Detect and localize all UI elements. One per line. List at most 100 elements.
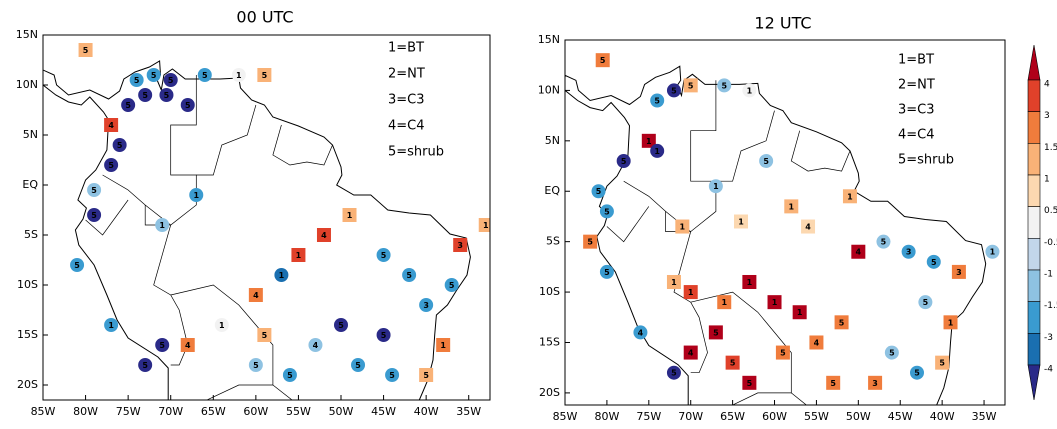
legend-entry: 1=BT	[388, 41, 424, 56]
station-class: 5	[839, 318, 845, 327]
station-class: 5	[381, 251, 387, 260]
border	[623, 80, 717, 233]
station: 5	[583, 234, 598, 249]
x-tick-label: 50W	[846, 410, 871, 423]
station: 5	[257, 328, 272, 342]
station-class: 5	[125, 101, 131, 110]
station-class: 5	[780, 349, 786, 358]
station-class: 3	[457, 241, 463, 250]
station-marker	[351, 358, 366, 372]
station-class: 3	[906, 248, 912, 257]
colorbar-extend-bottom	[1027, 364, 1041, 401]
station-class: 1	[713, 182, 719, 191]
station: 5	[87, 183, 102, 197]
station-class: 3	[956, 268, 962, 277]
station: 5	[725, 355, 740, 370]
y-tick-label: 5N	[23, 128, 38, 141]
colorbar-band	[1027, 111, 1041, 144]
colorbar-label: 1	[1044, 175, 1050, 185]
station-marker	[725, 355, 740, 370]
station-marker	[985, 244, 1000, 259]
station-marker	[231, 68, 246, 82]
station-marker	[666, 365, 681, 380]
colorbar-label: 3	[1044, 111, 1050, 121]
legend-entry: 5=shrub	[898, 153, 954, 168]
station: 5	[666, 365, 681, 380]
station-marker	[376, 328, 391, 342]
station-class: 1	[847, 192, 853, 201]
station-marker	[453, 238, 468, 252]
legend-entry: 3=C3	[898, 103, 935, 118]
station-marker	[717, 295, 732, 310]
station: 5	[834, 315, 849, 330]
station-marker	[884, 345, 899, 360]
station-marker	[163, 73, 178, 87]
station-marker	[87, 183, 102, 197]
station-class: 5	[159, 341, 165, 350]
station: 1	[742, 83, 757, 98]
station-marker	[759, 153, 774, 168]
station-class: 1	[688, 288, 694, 297]
station-marker	[291, 248, 306, 262]
station-marker	[951, 264, 966, 279]
station: 5	[591, 184, 606, 199]
station-class: 5	[747, 379, 753, 388]
station-class: 5	[763, 157, 769, 166]
station-class: 1	[948, 318, 954, 327]
station-marker	[734, 214, 748, 229]
station-class: 1	[296, 251, 302, 260]
station: 1	[943, 315, 958, 330]
station: 4	[104, 118, 119, 132]
border	[715, 110, 775, 182]
coastline	[43, 60, 471, 400]
border	[790, 130, 851, 172]
station-marker	[708, 325, 723, 340]
station: 5	[129, 73, 144, 87]
station-class: 5	[654, 96, 660, 105]
station-marker	[129, 73, 144, 87]
station-class: 5	[287, 371, 293, 380]
station: 5	[444, 278, 459, 292]
station-marker	[666, 83, 681, 98]
station-marker	[104, 158, 119, 172]
station: 3	[901, 244, 916, 259]
station-class: 1	[440, 341, 446, 350]
station-marker	[775, 345, 790, 360]
station-class: 5	[604, 207, 610, 216]
station-class: 5	[688, 81, 694, 90]
panel-title: 12 UTC	[754, 14, 811, 33]
station-marker	[834, 315, 849, 330]
station-class: 1	[483, 221, 489, 230]
colorbar-band	[1027, 79, 1041, 112]
station-marker	[248, 288, 263, 302]
x-tick-label: 45W	[371, 405, 396, 418]
y-tick-label: 10S	[17, 278, 38, 291]
station-class: 5	[91, 186, 97, 195]
x-tick-label: 70W	[158, 405, 183, 418]
station: 1	[675, 219, 690, 234]
station: 4	[316, 228, 331, 242]
station-marker	[591, 184, 606, 199]
station-marker	[180, 338, 195, 352]
station-marker	[104, 318, 119, 332]
border	[272, 124, 333, 166]
station: 4	[683, 345, 698, 360]
station-class: 1	[788, 202, 794, 211]
station-class: 5	[830, 379, 836, 388]
station-marker	[444, 278, 459, 292]
station-marker	[197, 68, 212, 82]
station-class: 1	[654, 147, 660, 156]
station: 5	[385, 368, 400, 382]
station: 5	[826, 375, 841, 390]
station-marker	[159, 88, 174, 102]
station: 5	[918, 295, 933, 310]
station-marker	[334, 318, 348, 332]
station-class: 5	[253, 361, 259, 370]
station-class: 3	[872, 379, 878, 388]
station: 1	[274, 268, 289, 282]
station: 5	[666, 83, 681, 98]
station-marker	[385, 368, 400, 382]
station: 5	[138, 358, 153, 372]
station-marker	[633, 325, 648, 340]
station-class: 5	[914, 369, 920, 378]
